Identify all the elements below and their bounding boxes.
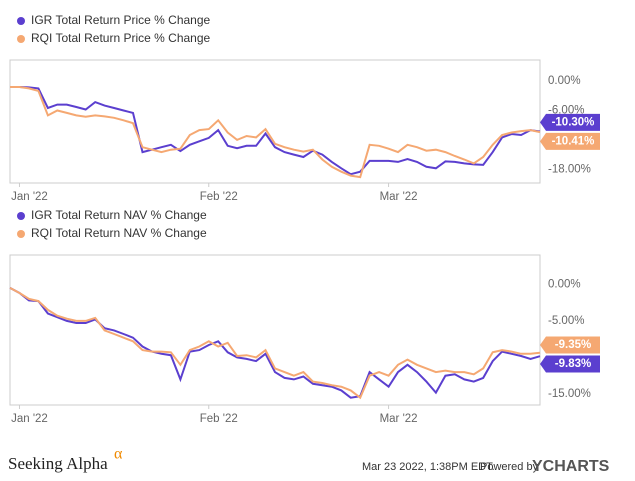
legend-marker (17, 17, 25, 25)
x-tick-label: Feb '22 (200, 191, 238, 203)
value-badge (540, 113, 600, 131)
legend-marker (17, 212, 25, 220)
y-tick-label: -18.00% (548, 163, 591, 175)
y-tick-label: -6.00% (548, 105, 584, 117)
x-tick-label: Feb '22 (200, 413, 238, 425)
ycharts-logo: YCHARTS (532, 458, 610, 475)
legend-label: RQI Total Return Price % Change (31, 31, 211, 45)
y-tick-label: 0.00% (548, 278, 581, 290)
powered-by: Powered by (480, 461, 539, 473)
value-label: -9.83% (555, 358, 591, 370)
legend-marker (17, 35, 25, 43)
y-tick-label: -15.00% (548, 388, 591, 400)
series-line (9, 287, 541, 400)
plot-frame (9, 59, 541, 184)
legend-label: IGR Total Return NAV % Change (31, 208, 207, 222)
x-tick-label: Mar '22 (380, 413, 418, 425)
value-label: -9.35% (555, 339, 591, 351)
plot-frame (9, 254, 541, 406)
timestamp: Mar 23 2022, 1:38PM EDT. (362, 461, 495, 473)
brand: Seeking Alpha (8, 454, 108, 473)
y-tick-label: -5.00% (548, 315, 584, 327)
value-label: -10.30% (552, 116, 595, 128)
x-tick-label: Jan '22 (11, 413, 48, 425)
x-tick-label: Mar '22 (380, 191, 418, 203)
value-badge (540, 355, 600, 373)
series-line (9, 287, 541, 399)
legend-label: RQI Total Return NAV % Change (31, 226, 207, 240)
value-badge (540, 132, 600, 150)
series-line (10, 86, 541, 176)
value-badge (540, 336, 600, 354)
legend-marker (17, 230, 25, 238)
x-tick-label: Jan '22 (11, 191, 48, 203)
legend-label: IGR Total Return Price % Change (31, 13, 211, 27)
series-line (10, 86, 541, 179)
brand-mark: α (114, 446, 123, 463)
y-tick-label: 0.00% (548, 75, 581, 87)
value-label: -10.41% (552, 135, 595, 147)
